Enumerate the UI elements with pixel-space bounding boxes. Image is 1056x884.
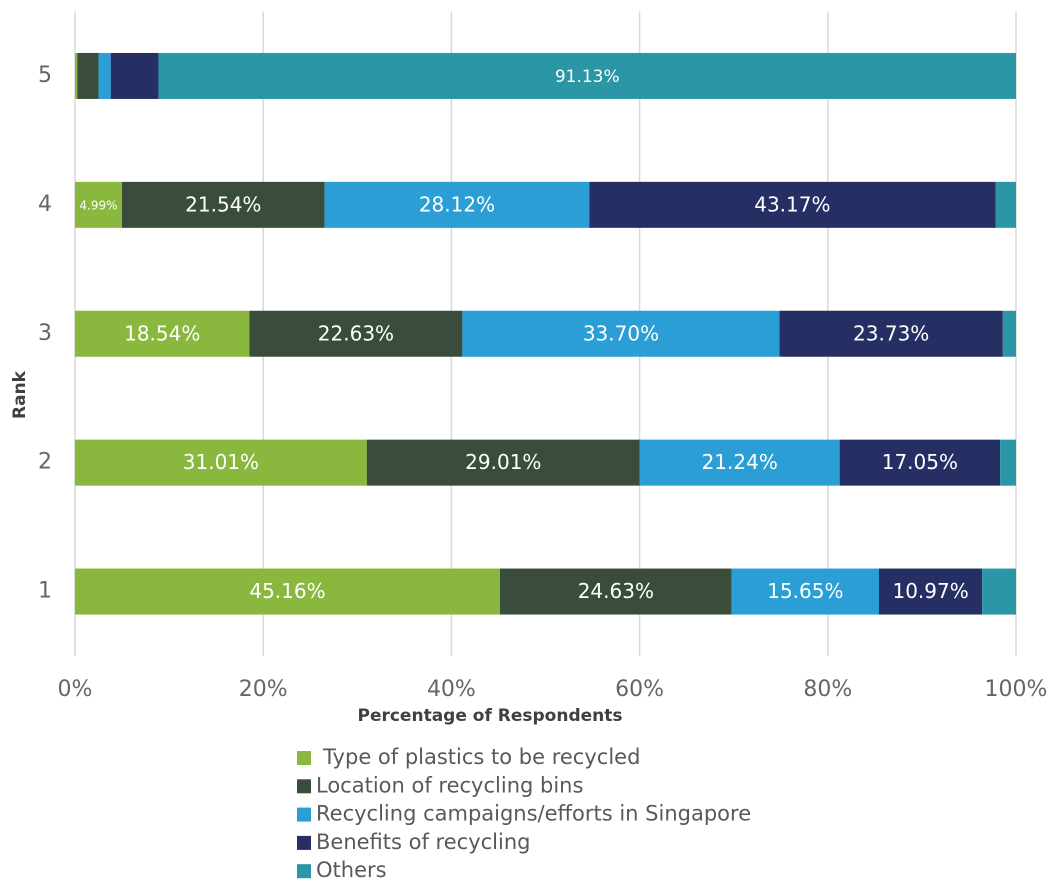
data-label: 21.54% [185, 192, 261, 216]
y-tick-label: 3 [38, 321, 52, 346]
bar-segment [77, 52, 99, 99]
y-tick-label: 4 [38, 192, 52, 217]
legend-label: Benefits of recycling [316, 830, 530, 854]
bar-segment [878, 568, 983, 615]
legend-swatch [297, 864, 311, 879]
legend-swatch [297, 751, 311, 765]
data-label: 15.65% [767, 579, 843, 603]
legend-label: Location of recycling bins [316, 773, 583, 797]
y-tick-label: 1 [38, 579, 52, 604]
data-label: 21.24% [702, 450, 778, 474]
legend-label: Recycling campaigns/efforts in Singapore [316, 802, 751, 826]
data-label: 43.17% [754, 192, 830, 216]
data-label: 33.70% [583, 321, 659, 345]
data-label: 22.63% [318, 321, 394, 345]
bar-segment [75, 310, 250, 357]
data-label: 10.97% [892, 579, 968, 603]
bar-segment [499, 568, 732, 615]
data-label: 91.13% [555, 67, 620, 87]
bar-segment [1000, 439, 1016, 486]
bar-segment [982, 568, 1016, 615]
x-tick-label: 0% [58, 677, 93, 702]
bar-segment [75, 52, 78, 99]
bar-segment [324, 181, 590, 228]
x-tick-label: 100% [985, 677, 1048, 702]
bar-segment [779, 310, 1003, 357]
bar-segment [1002, 310, 1016, 357]
legend-swatch [297, 835, 311, 850]
data-label: 29.01% [465, 450, 541, 474]
bar-segment [995, 181, 1016, 228]
bar-segment [589, 181, 996, 228]
y-axis-title: Rank [10, 370, 30, 419]
data-label: 45.16% [249, 579, 325, 603]
data-label: 24.63% [578, 579, 654, 603]
x-tick-label: 60% [615, 677, 664, 702]
data-label: 23.73% [853, 321, 929, 345]
data-label: 31.01% [183, 450, 259, 474]
legend-label: Others [316, 858, 387, 882]
bar-segment [839, 439, 1001, 486]
bar-segment [75, 181, 122, 228]
x-axis-title: Percentage of Respondents [357, 706, 622, 726]
data-label: 4.99% [79, 198, 117, 212]
y-tick-label: 2 [38, 450, 52, 475]
legend-swatch [297, 807, 311, 822]
bar-segment [75, 568, 500, 615]
bar-segment [249, 310, 463, 357]
data-label: 28.12% [419, 192, 495, 216]
bar-segment [110, 52, 159, 99]
bar-segment [158, 52, 1017, 99]
bar-segment [121, 181, 325, 228]
bar-segment [731, 568, 879, 615]
x-tick-label: 40% [427, 677, 476, 702]
bar-segment [98, 52, 111, 99]
bar-segment [75, 439, 367, 486]
x-tick-label: 80% [803, 677, 852, 702]
data-label: 18.54% [124, 321, 200, 345]
x-tick-label: 20% [239, 677, 288, 702]
data-label: 17.05% [882, 450, 958, 474]
legend-label: Type of plastics to be recycled [322, 745, 640, 769]
bar-segment [462, 310, 780, 357]
y-tick-label: 5 [38, 63, 52, 88]
bar-segment [366, 439, 640, 486]
legend-swatch [297, 779, 311, 794]
bar-segment [639, 439, 840, 486]
